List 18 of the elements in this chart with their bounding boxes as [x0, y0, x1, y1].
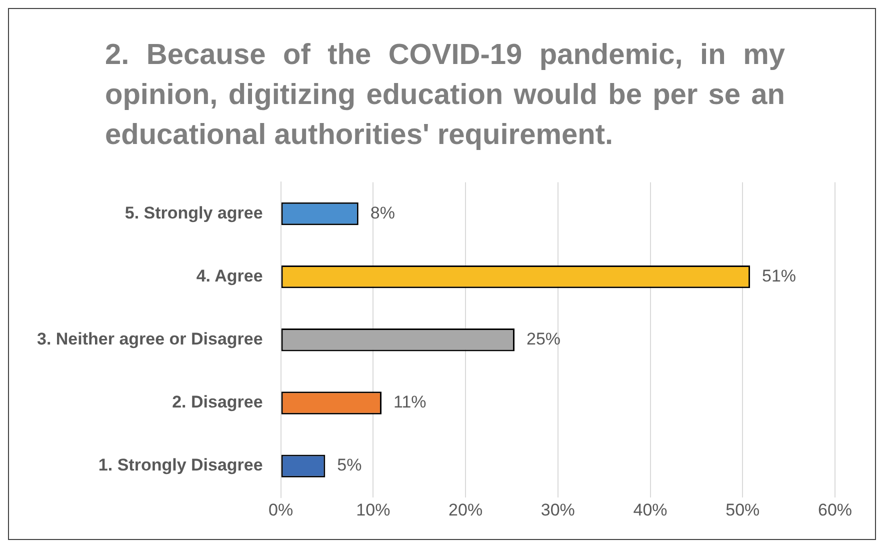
- data-label: 8%: [370, 203, 395, 222]
- x-tick-label: 20%: [448, 500, 483, 520]
- y-tick-label: 5. Strongly agree: [124, 203, 263, 222]
- y-tick-label: 1. Strongly Disagree: [98, 456, 263, 475]
- x-tick-label: 50%: [726, 500, 760, 520]
- y-tick-label: 4. Agree: [196, 266, 263, 286]
- x-tick-label: 30%: [540, 500, 575, 520]
- data-label: 5%: [337, 456, 362, 475]
- x-tick-label: 0%: [268, 500, 294, 520]
- data-label: 11%: [394, 392, 426, 412]
- y-tick-label: 3. Neither agree or Disagree: [36, 330, 263, 349]
- y-tick-label: 2. Disagree: [172, 392, 263, 412]
- x-tick-label: 10%: [356, 500, 390, 520]
- x-tick-label: 60%: [818, 500, 852, 520]
- chart-title: 2. Because of the COVID-19 pandemic, in my opinion, digitizing education would be per se an educational authorities' requirement.: [104, 38, 786, 153]
- data-label: 51%: [762, 266, 796, 286]
- data-label: 25%: [526, 330, 561, 349]
- x-tick-label: 40%: [633, 500, 668, 520]
